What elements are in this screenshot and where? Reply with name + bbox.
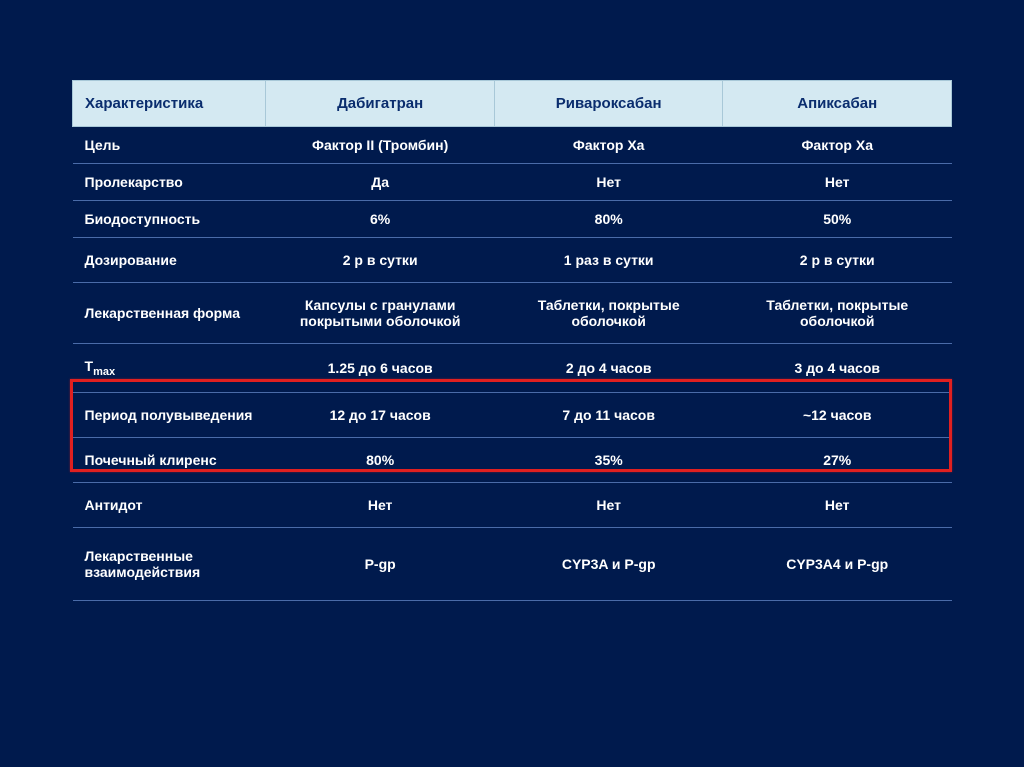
table-row: Лекарственные взаимодействия P-gp CYP3A … [73, 527, 952, 600]
cell: CYP3A и P-gp [494, 527, 723, 600]
row-label: Почечный клиренс [73, 437, 266, 482]
row-label: Tmax [73, 344, 266, 393]
cell: Фактор Xa [723, 127, 952, 164]
row-label: Пролекарство [73, 164, 266, 201]
table-row: Почечный клиренс 80% 35% 27% [73, 437, 952, 482]
cell: 7 до 11 часов [494, 392, 723, 437]
cell: 6% [266, 201, 495, 238]
row-label: Антидот [73, 482, 266, 527]
cell: 80% [266, 437, 495, 482]
table-body: Цель Фактор II (Тромбин) Фактор Xa Факто… [73, 127, 952, 601]
cell: Нет [494, 164, 723, 201]
row-label: Период полувыведения [73, 392, 266, 437]
header-col-1: Дабигатран [266, 81, 495, 127]
header-col-3: Апиксабан [723, 81, 952, 127]
cell: Нет [723, 164, 952, 201]
cell: ~12 часов [723, 392, 952, 437]
table-header: Характеристика Дабигатран Ривароксабан А… [73, 81, 952, 127]
cell: P-gp [266, 527, 495, 600]
cell: 2 р в сутки [266, 238, 495, 283]
cell: 35% [494, 437, 723, 482]
cell: 1 раз в сутки [494, 238, 723, 283]
header-col-0: Характеристика [73, 81, 266, 127]
cell: Нет [494, 482, 723, 527]
header-row: Характеристика Дабигатран Ривароксабан А… [73, 81, 952, 127]
cell: 3 до 4 часов [723, 344, 952, 393]
cell: Таблетки, покрытые оболочкой [494, 283, 723, 344]
comparison-table: Характеристика Дабигатран Ривароксабан А… [72, 80, 952, 601]
tmax-sub: max [93, 366, 115, 378]
cell: Нет [723, 482, 952, 527]
cell: 1.25 до 6 часов [266, 344, 495, 393]
cell: 2 р в сутки [723, 238, 952, 283]
table-row: Период полувыведения 12 до 17 часов 7 до… [73, 392, 952, 437]
cell: Да [266, 164, 495, 201]
cell: Таблетки, покрытые оболочкой [723, 283, 952, 344]
tmax-label: T [85, 358, 94, 374]
row-label: Лекарственная форма [73, 283, 266, 344]
cell: Нет [266, 482, 495, 527]
row-label: Дозирование [73, 238, 266, 283]
table-row: Tmax 1.25 до 6 часов 2 до 4 часов 3 до 4… [73, 344, 952, 393]
table-row: Цель Фактор II (Тромбин) Фактор Xa Факто… [73, 127, 952, 164]
cell: Фактор II (Тромбин) [266, 127, 495, 164]
cell: Капсулы с гранулами покрытыми оболочкой [266, 283, 495, 344]
row-label: Биодоступность [73, 201, 266, 238]
comparison-table-container: Характеристика Дабигатран Ривароксабан А… [72, 80, 952, 601]
table-row: Биодоступность 6% 80% 50% [73, 201, 952, 238]
table-row: Антидот Нет Нет Нет [73, 482, 952, 527]
cell: 12 до 17 часов [266, 392, 495, 437]
cell: CYP3A4 и P-gp [723, 527, 952, 600]
row-label: Лекарственные взаимодействия [73, 527, 266, 600]
table-row: Пролекарство Да Нет Нет [73, 164, 952, 201]
table-row: Дозирование 2 р в сутки 1 раз в сутки 2 … [73, 238, 952, 283]
cell: 2 до 4 часов [494, 344, 723, 393]
cell: Фактор Xa [494, 127, 723, 164]
header-col-2: Ривароксабан [494, 81, 723, 127]
cell: 27% [723, 437, 952, 482]
row-label: Цель [73, 127, 266, 164]
cell: 80% [494, 201, 723, 238]
table-row: Лекарственная форма Капсулы с гранулами … [73, 283, 952, 344]
cell: 50% [723, 201, 952, 238]
